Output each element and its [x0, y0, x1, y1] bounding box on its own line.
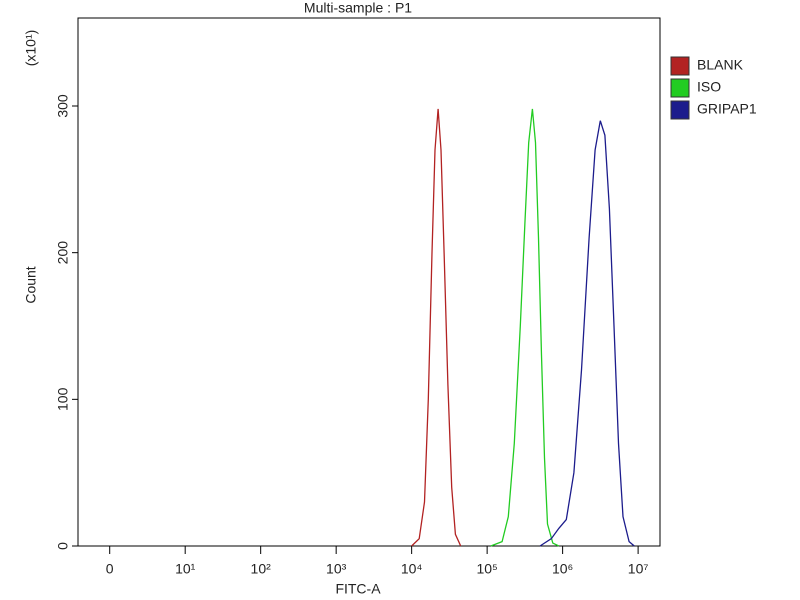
x-tick-label: 10¹ — [175, 561, 196, 577]
x-tick-label: 10⁶ — [552, 561, 573, 577]
chart-title: Multi-sample : P1 — [304, 0, 412, 16]
legend-label: GRIPAP1 — [697, 101, 757, 117]
y-tick-label: 100 — [55, 387, 71, 411]
x-axis-label: FITC-A — [335, 581, 381, 597]
legend-swatch — [670, 78, 690, 98]
y-axis-label: Count — [23, 266, 39, 303]
x-tick-label: 10³ — [326, 561, 347, 577]
y-tick-label: 0 — [55, 542, 71, 550]
x-tick-label: 10⁴ — [401, 561, 423, 577]
y-tick-label: 200 — [55, 241, 71, 265]
plot-frame — [77, 17, 661, 547]
x-tick-label: 10⁷ — [628, 561, 649, 577]
y-multiplier: (x10¹) — [23, 30, 39, 67]
legend-swatch — [670, 56, 690, 76]
legend-swatch — [670, 100, 690, 120]
histogram-line — [539, 120, 635, 547]
legend-label: BLANK — [697, 57, 744, 73]
histogram-line — [411, 108, 462, 547]
x-tick-label: 10² — [251, 561, 272, 577]
y-tick-label: 300 — [55, 94, 71, 118]
x-tick-label: 0 — [106, 561, 114, 577]
x-tick-label: 10⁵ — [476, 561, 497, 577]
legend-label: ISO — [697, 79, 721, 95]
histogram-line — [490, 108, 560, 547]
